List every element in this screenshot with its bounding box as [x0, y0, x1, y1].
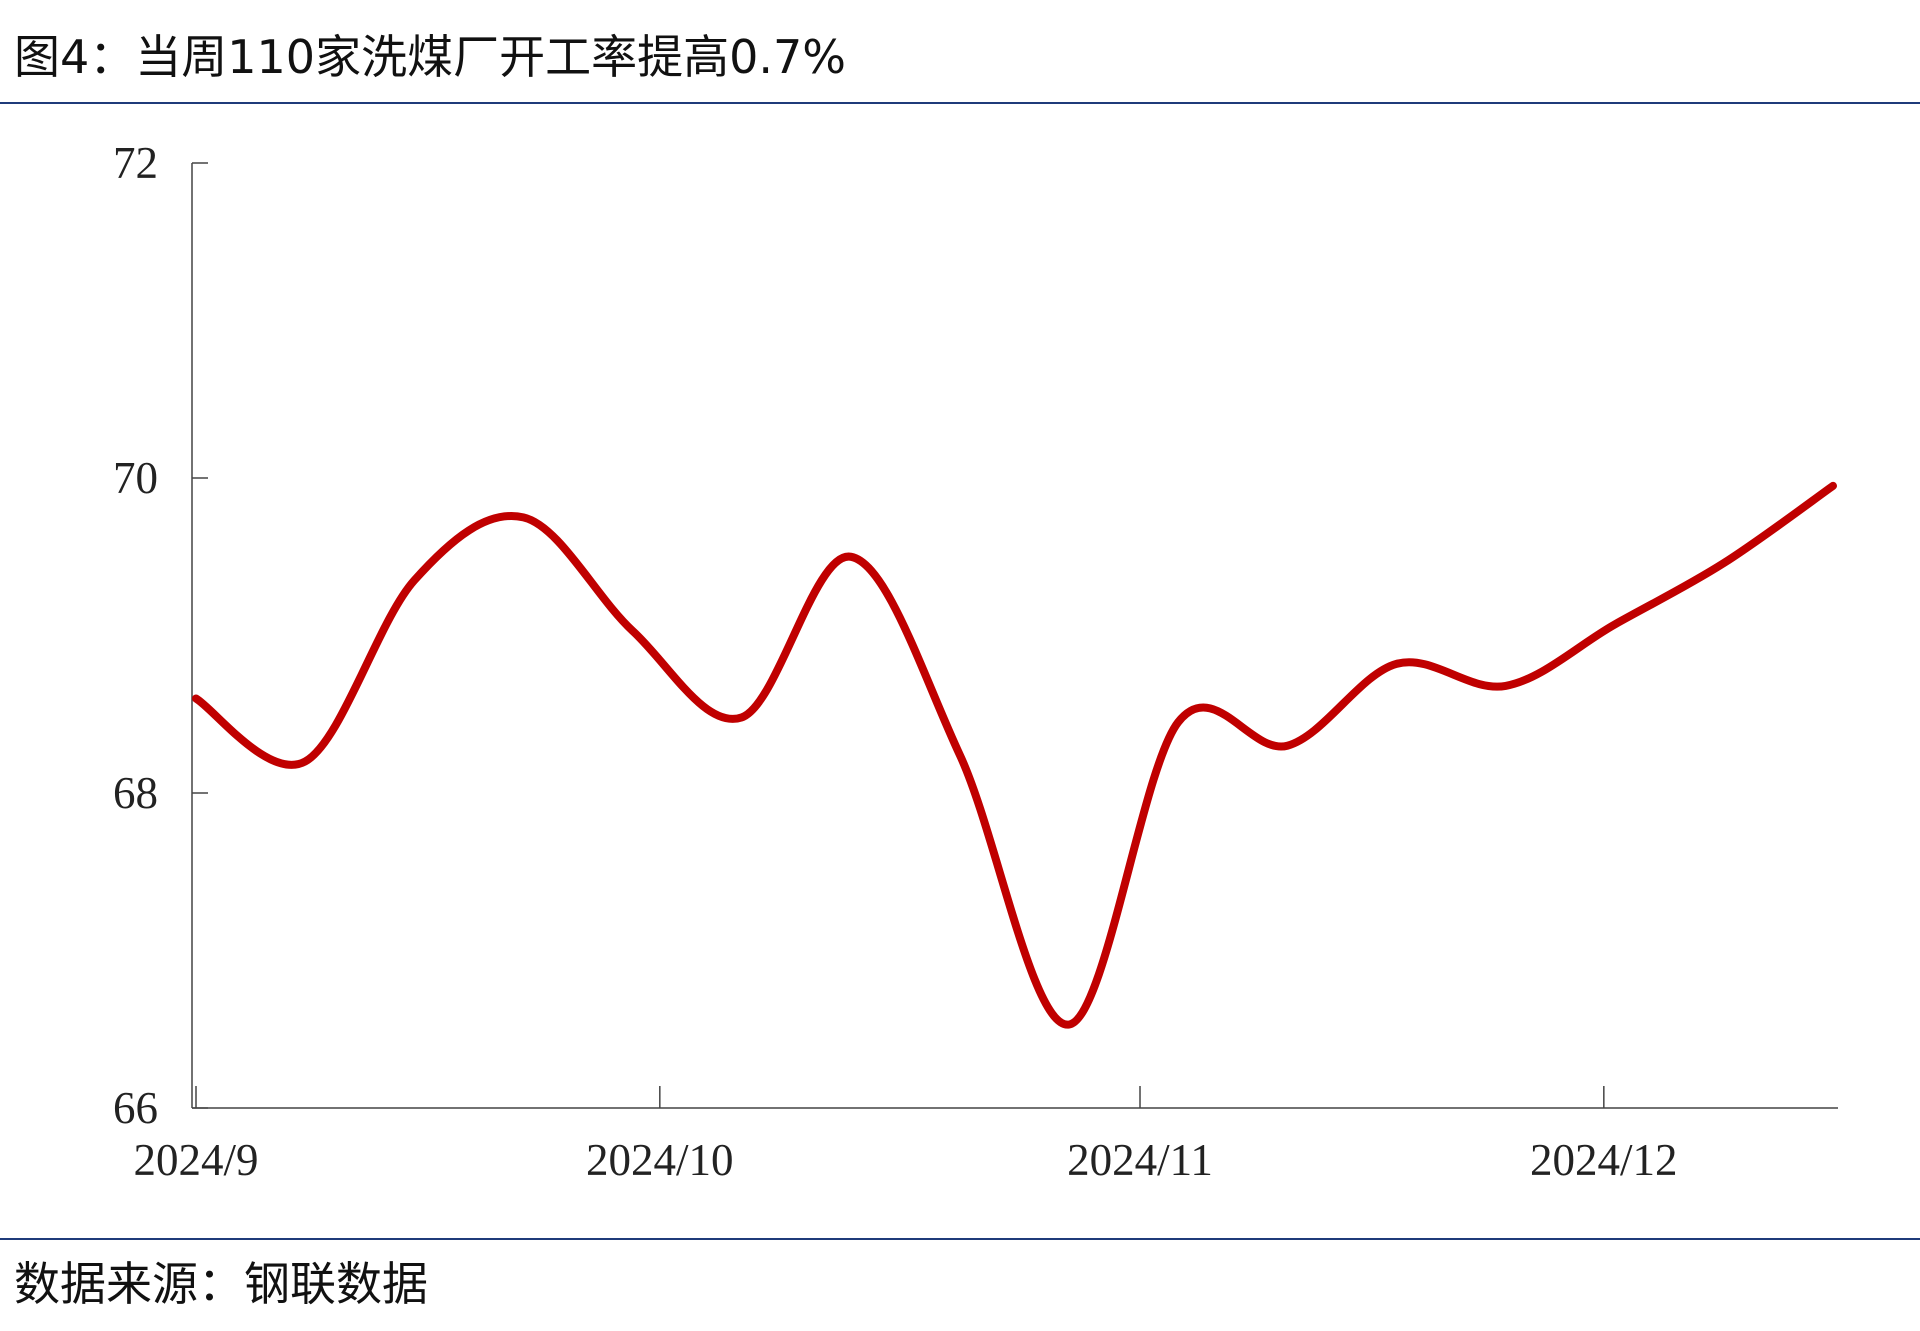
series-line	[192, 481, 1837, 1029]
x-tick-label: 2024/11	[1067, 1135, 1213, 1185]
y-tick-label: 66	[113, 1083, 158, 1133]
y-tick-label: 72	[113, 138, 158, 188]
y-tick-label: 70	[113, 453, 158, 503]
x-tick-label: 2024/9	[133, 1135, 258, 1185]
y-tick-label: 68	[113, 768, 158, 818]
x-tick-label: 2024/12	[1530, 1135, 1678, 1185]
chart-title: 图4：当周110家洗煤厂开工率提高0.7%	[14, 30, 846, 84]
source-note: 数据来源：钢联数据	[14, 1257, 428, 1311]
x-tick-label: 2024/10	[586, 1135, 734, 1185]
